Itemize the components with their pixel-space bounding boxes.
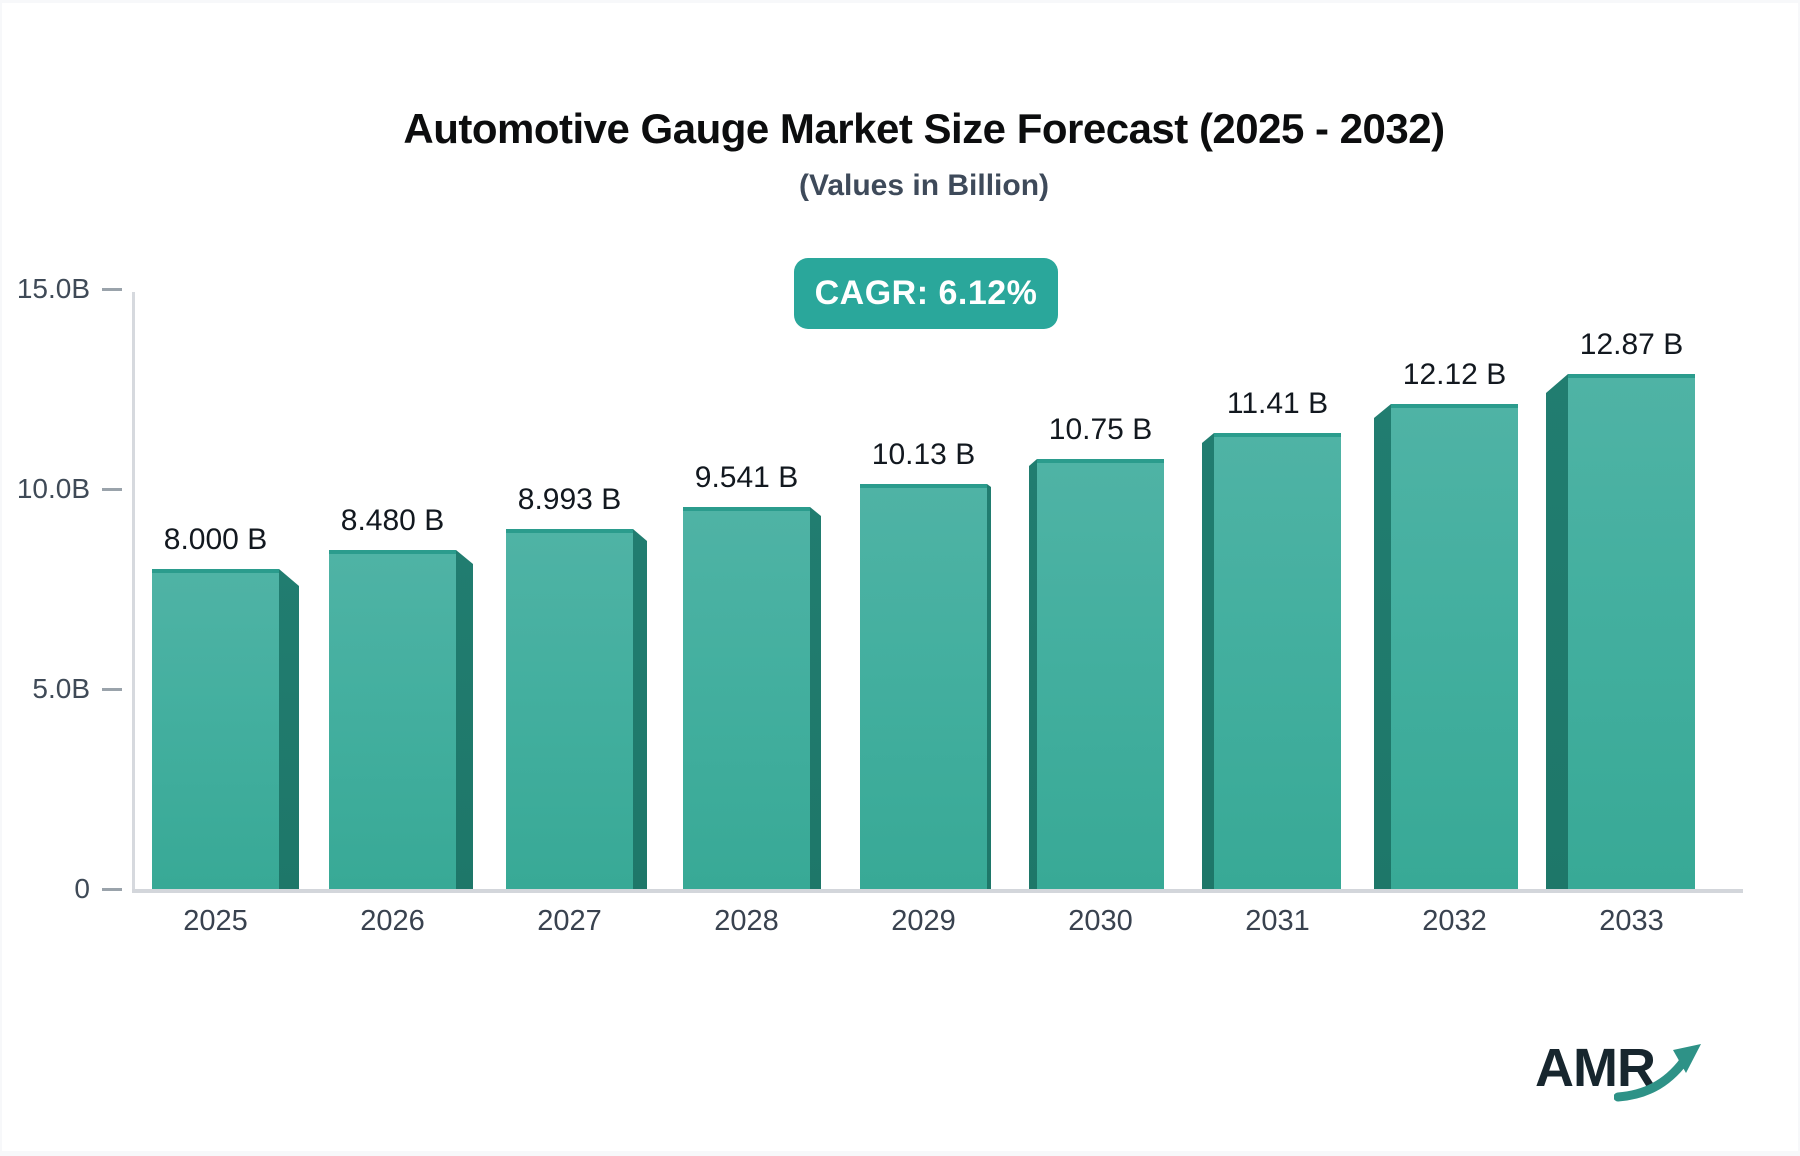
bar-2027 (506, 529, 633, 889)
x-axis-label: 2027 (537, 905, 602, 937)
bar-value-label: 9.541 B (694, 461, 799, 494)
bar-2031 (1214, 433, 1341, 889)
bar-3d-side (987, 484, 991, 889)
y-axis-tick-label: 10.0B (16, 473, 90, 504)
bar-value-label: 12.87 B (1579, 328, 1684, 361)
y-axis-tick-label: 0 (74, 873, 90, 904)
bar-2030 (1037, 459, 1164, 889)
bar-2029 (860, 484, 987, 889)
bar-3d-side (456, 550, 473, 889)
bar-3d-side (1029, 459, 1037, 889)
bar-2033 (1568, 374, 1695, 889)
x-axis-label: 2031 (1245, 905, 1310, 937)
bar-3d-side (633, 529, 647, 889)
y-axis-tick-mark (102, 888, 122, 891)
cagr-badge-label: CAGR: 6.12% (814, 274, 1038, 312)
amr-logo-text: AMR (1535, 1038, 1656, 1098)
x-axis-label: 2025 (183, 905, 248, 937)
bar-2025 (152, 569, 279, 889)
y-axis-tick-label: 5.0B (32, 673, 90, 704)
y-axis-tick-mark (102, 288, 122, 291)
bar-2028 (683, 507, 810, 889)
x-axis-label: 2032 (1422, 905, 1487, 937)
x-axis-label: 2029 (891, 905, 956, 937)
bar-value-label: 10.75 B (1048, 413, 1153, 446)
growth-arrow-icon (1614, 1044, 1701, 1102)
x-axis-label: 2028 (714, 905, 779, 937)
x-axis-label: 2030 (1068, 905, 1133, 937)
bar-2026 (329, 550, 456, 889)
bar-3d-side (810, 507, 821, 889)
chart-subtitle: (Values in Billion) (798, 169, 1050, 202)
x-axis-baseline (132, 889, 1743, 893)
y-axis-tick-mark (102, 488, 122, 491)
bar-value-label: 10.13 B (871, 438, 976, 471)
x-axis-label: 2033 (1599, 905, 1664, 937)
bar-3d-side (1374, 404, 1391, 889)
bar-value-label: 8.480 B (340, 504, 445, 537)
bar-value-label: 8.993 B (517, 483, 622, 516)
cagr-badge: CAGR: 6.12% (794, 258, 1058, 329)
bar-value-label: 11.41 B (1226, 387, 1329, 420)
bar-2032 (1391, 404, 1518, 889)
bar-value-label: 12.12 B (1402, 358, 1507, 391)
y-axis-tick-label: 15.0B (16, 273, 90, 304)
chart-title: Automotive Gauge Market Size Forecast (2… (403, 105, 1445, 152)
bar-3d-side (279, 569, 299, 889)
bar-value-label: 8.000 B (163, 523, 268, 556)
x-axis-label: 2026 (360, 905, 425, 937)
bar-3d-side (1202, 433, 1214, 889)
bar-3d-side (1546, 374, 1568, 889)
y-axis-tick-mark (102, 688, 122, 691)
y-axis-line (132, 292, 135, 889)
amr-logo: AMR (1530, 1037, 1710, 1107)
chart-card: Automotive Gauge Market Size Forecast (2… (2, 3, 1798, 1151)
